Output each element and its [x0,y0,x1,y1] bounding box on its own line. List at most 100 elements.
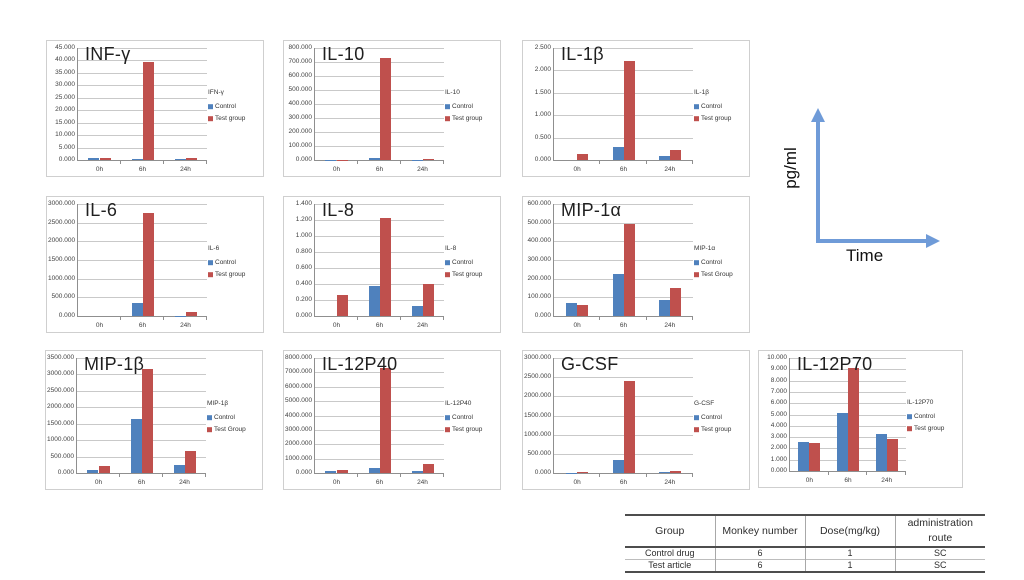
x-axis-category-label: 6h [138,166,147,173]
legend-item: Control [445,103,497,110]
y-axis-tick-label: 100.000 [288,142,313,149]
y-axis-tick-label: 2.000 [770,444,787,452]
bar-test-group [379,218,391,316]
legend-item: Test Group [207,426,259,433]
gridline [554,48,693,49]
bar-test-group [336,470,348,473]
y-axis-tick-label: 200.000 [288,128,313,135]
y-axis-tick-label: 5.000 [770,410,787,418]
legend-swatch-test-icon [907,426,912,432]
x-axis-category-label: 0h [332,166,341,173]
bar-test-group [185,311,197,316]
category-tick-mark [692,316,693,320]
y-axis-tick-label: 500.000 [50,452,75,460]
y-axis-tick-label: 3500.000 [47,354,75,361]
bar-control [798,442,810,471]
y-axis-tick-label: 5.000 [58,143,75,151]
legend-swatch-control-icon [907,414,912,420]
y-axis-tick-label: 2000.000 [524,392,552,400]
legend-series-name: Test group [914,425,945,433]
bar-test-group [422,159,434,160]
category-tick-mark [599,316,601,320]
chart-legend: IL-1β Control Test group [694,89,746,122]
legend-title: IL-12P70 [907,399,934,407]
gridline [554,358,693,359]
legend-series-name: Control [452,414,473,422]
bar-test-group [886,439,898,471]
legend-title: MIP-1β [207,400,229,408]
y-axis-tick-label: 700.000 [288,58,313,65]
legend-item: Test group [694,115,746,122]
legend-title: IL-12P40 [445,400,472,408]
y-axis-tick-label: 0.600 [295,263,312,271]
table-cell: 1 [804,559,895,572]
y-axis-tick-label: 1000.000 [48,274,76,282]
chart-title: IL-10 [322,44,365,64]
chart-legend: MIP-1α Control Test Group [694,245,746,278]
table-cell: SC [894,559,985,572]
legend-swatch-test-icon [208,115,213,121]
x-axis-category-label: 6h [138,322,147,329]
y-axis-tick-label: 1.000 [770,455,787,463]
chart-panel-6: 0.000 100.000 200.000 300.000 400.000 500.000… [522,196,750,333]
bar-control [612,147,624,160]
bar-test-group [98,465,110,473]
bar-control [173,465,185,473]
y-axis-tick-label: 7.000 [770,387,787,395]
legend-item: Control [907,413,959,420]
table-header-row: Group Monkey number Dose(mg/kg) administrat… [625,515,985,548]
x-axis-category-label: 0h [95,166,104,173]
x-axis-category-label: 24h [179,479,190,486]
y-axis-tick-label: 35.000 [55,68,75,76]
y-axis-tick-label: 1.000 [295,231,312,239]
category-tick-mark [161,473,163,477]
category-tick-mark [356,316,358,320]
bar-control [411,471,423,473]
legend-title: MIP-1α [694,244,716,252]
chart-legend: IL-8 Control Test group [445,245,497,278]
bar-control [837,412,848,471]
legend-item: Control [694,414,746,421]
y-axis-tick-label: 4000.000 [285,411,313,419]
y-axis-tick-label: 7000.000 [285,368,313,376]
plot-area: 0.000 100.000 200.000 300.000 400.000 500.000… [289,44,444,173]
gridline [78,204,207,205]
y-axis-tick-label: 1.500 [534,88,551,96]
category-tick-mark [692,473,693,477]
x-axis-category-label: 24h [664,479,676,486]
chart-panel-4: 0.000 500.000 1000.000 1500.000 2000.000 2500… [46,196,264,333]
legend-title: G-CSF [694,400,715,408]
y-axis-tick-label: 1.200 [295,215,312,223]
y-axis-tick-label: 6.000 [770,399,787,407]
x-axis-category-label: 24h [881,477,893,484]
y-axis-tick-label: 2.500 [534,44,551,51]
y-axis-tick-label: 0.000 [295,469,312,476]
x-axis-category-label: 6h [375,322,384,329]
category-tick-mark [399,160,401,164]
chart-title: INF-γ [85,44,131,64]
bar-test-group [184,451,196,473]
x-axis-category-label: 0h [332,322,341,329]
y-axis-tick-label: 2000.000 [285,440,313,448]
chart-panel-5: 0.000 0.200 0.400 0.600 0.800 1.000 1.200 1.400… [283,196,501,333]
table-cell: Test article [625,559,715,572]
bar-control [325,471,337,473]
plot-area: 0.000 500.000 1000.000 1500.000 2000.000 2500… [47,354,206,486]
bar-test-group [422,463,434,473]
y-axis-tick-label: 500.000 [288,86,313,93]
y-axis-tick-label: 1500.000 [524,411,552,419]
y-axis-tick-label: 8000.000 [285,354,313,361]
bar-control [612,459,624,473]
chart-legend: IL-12P40 Control Test group [445,400,497,433]
chart-legend: IFN-γ Control Test group [208,89,260,122]
chart-title: MIP-1α [561,200,622,220]
category-tick-mark [599,473,601,477]
bar-test-group [185,157,197,160]
category-tick-mark [162,160,164,164]
y-axis-tick-label: 9.000 [770,365,787,373]
category-tick-mark [443,473,444,477]
legend-item: Test group [694,426,746,433]
bar-control [612,273,624,316]
bar-test-group [379,368,391,473]
legend-item: Control [208,259,260,266]
